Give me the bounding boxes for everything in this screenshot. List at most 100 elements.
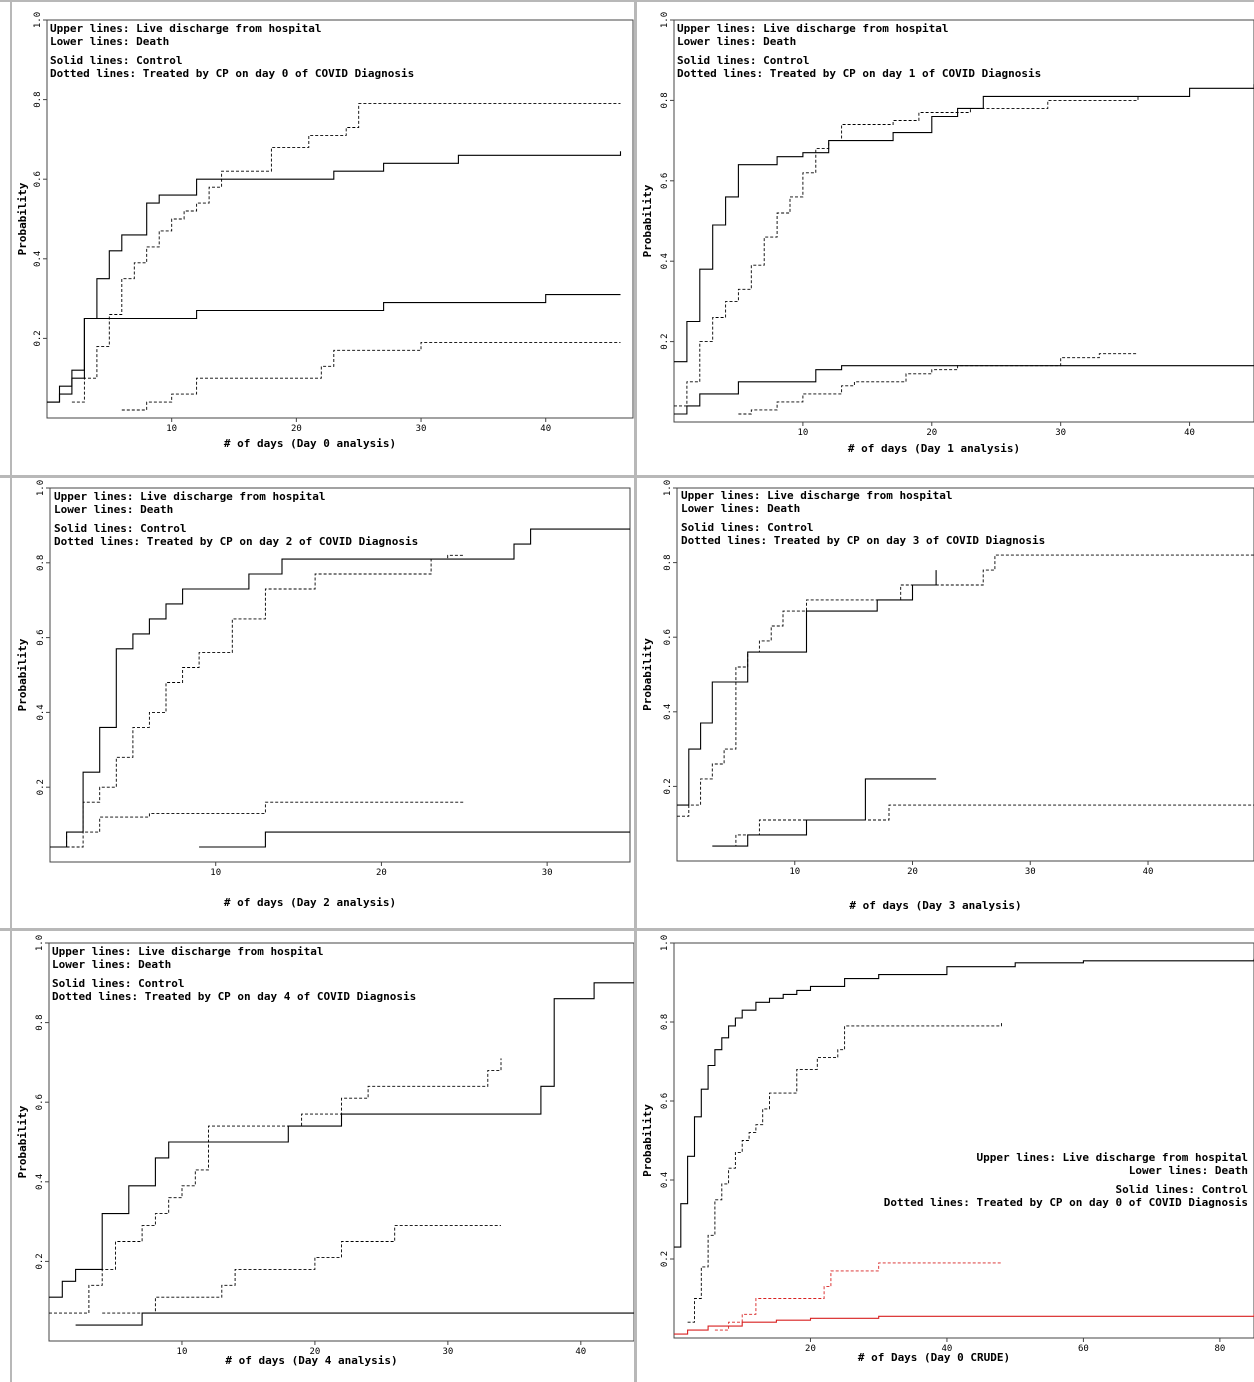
plot-frame [49,487,631,863]
series-line-0 [674,84,1254,363]
x-tick-label: 20 [805,1344,816,1354]
legend-line-1: Lower lines: Death [52,958,171,971]
y-axis-label: Probability [641,638,654,711]
y-tick-label: 0.4 [35,1174,45,1190]
x-tick-label: 20 [376,868,387,878]
series-line-3 [738,353,1138,415]
y-tick-label: 1.0 [36,480,46,496]
series-line-2 [674,1314,1254,1335]
chart-panel-day3: 0.2 0.4 0.6 0.8 1.0 10 20 30 40 # of days (Day 3 … [637,478,1254,928]
y-tick-label: 0.2 [660,333,670,349]
plot-frame [673,942,1254,1339]
y-tick-label: 0.2 [663,778,673,794]
y-tick-label: 0.2 [33,330,43,346]
x-tick-label: 80 [1214,1344,1225,1354]
y-tick-label: 0.8 [33,91,43,107]
legend-line-2: Solid lines: Control [52,977,184,990]
x-tick-label: 20 [907,867,918,877]
chart-panel-day1: 0.2 0.4 0.6 0.8 1.0 10 20 30 40 # of days (Day 1 … [637,2,1254,475]
divider-horizontal-2 [0,928,1254,931]
y-tick-label: 0.6 [35,1094,45,1110]
chart-svg-day0: 0.2 0.4 0.6 0.8 1.0 10 20 30 40 # of days (Day 0 … [16,12,634,450]
legend-line-0: Upper lines: Live discharge from hospita… [677,22,949,35]
chart-svg-day4: 0.2 0.4 0.6 0.8 1.0 10 20 30 40 # of days (Day 4 … [16,935,634,1367]
series-line-1 [49,1058,502,1314]
chart-panel-day2: 0.2 0.4 0.6 0.8 1.0 10 20 30 # of days (Day 2 an… [12,478,634,928]
y-tick-label: 0.6 [33,171,43,187]
series-line-1 [674,96,1139,407]
y-tick-label: 0.8 [660,1014,670,1030]
chart-panel-day4: 0.2 0.4 0.6 0.8 1.0 10 20 30 40 # of days (Day 4 … [12,931,634,1382]
legend-line-2: Solid lines: Control [681,521,813,534]
y-tick-label: 0.2 [660,1251,670,1267]
legend-line-1: Lower lines: Death [50,35,169,48]
plot-frame [673,19,1254,423]
x-tick-label: 60 [1078,1344,1089,1354]
chart-svg-day2: 0.2 0.4 0.6 0.8 1.0 10 20 30 # of days (Day 2 an… [16,480,631,909]
x-axis-label: # of days (Day 4 analysis) [225,1354,397,1367]
chart-svg-day3: 0.2 0.4 0.6 0.8 1.0 10 20 30 40 # of days (Day 3 … [641,480,1254,912]
legend-line-0: Upper lines: Live discharge from hospita… [976,1151,1248,1164]
y-tick-label: 0.4 [36,704,46,720]
legend-line-3: Dotted lines: Treated by CP on day 2 of … [54,535,418,548]
series-line-3 [50,801,465,848]
legend-line-1: Lower lines: Death [1129,1164,1248,1177]
series-line-1 [71,103,621,403]
y-axis-label: Probability [641,1104,654,1177]
x-tick-label: 20 [309,1347,320,1357]
legend-line-3: Dotted lines: Treated by CP on day 4 of … [52,990,416,1003]
x-tick-label: 20 [291,424,302,434]
series-line-1 [687,1022,1002,1323]
chart-panel-crude: 0.2 0.4 0.6 0.8 1.0 20 40 60 80 # of Days (Day 0 … [637,931,1254,1382]
divider-left [10,0,12,1382]
y-tick-label: 0.8 [663,554,673,570]
y-tick-label: 1.0 [663,480,673,496]
chart-panel-day0: 0.2 0.4 0.6 0.8 1.0 10 20 30 40 # of days (Day 0 … [12,2,634,475]
x-tick-label: 30 [1055,428,1066,438]
x-tick-label: 40 [575,1347,586,1357]
legend-line-1: Lower lines: Death [681,502,800,515]
y-tick-label: 0.6 [36,629,46,645]
series-line-2 [712,778,937,847]
series-line-3 [714,1262,1002,1331]
legend-line-2: Solid lines: Control [50,54,182,67]
y-tick-label: 0.2 [35,1253,45,1269]
y-tick-label: 0.6 [660,173,670,189]
y-axis-label: Probability [16,1105,29,1178]
legend-line-1: Lower lines: Death [677,35,796,48]
series-line-2 [199,831,630,848]
series-line-2 [75,1312,634,1326]
y-tick-label: 0.4 [663,704,673,720]
x-tick-label: 40 [1184,428,1195,438]
plot-frame [676,487,1254,862]
x-axis-label: # of Days (Day 0 CRUDE) [858,1351,1010,1364]
y-tick-label: 1.0 [660,935,670,951]
legend-line-3: Dotted lines: Treated by CP on day 0 of … [50,67,414,80]
legend-line-1: Lower lines: Death [54,503,173,516]
legend-line-0: Upper lines: Live discharge from hospita… [54,490,326,503]
x-tick-label: 30 [542,868,553,878]
y-tick-label: 0.6 [660,1093,670,1109]
y-tick-label: 0.8 [36,555,46,571]
x-axis-label: # of days (Day 0 analysis) [224,437,396,450]
series-line-1 [677,554,1254,817]
legend-line-3: Dotted lines: Treated by CP on day 3 of … [681,534,1045,547]
legend-line-2: Solid lines: Control [54,522,186,535]
y-tick-label: 1.0 [33,12,43,28]
legend-line-2: Solid lines: Control [1116,1183,1248,1196]
series-line-0 [50,528,630,848]
x-tick-label: 30 [416,424,427,434]
series-line-3 [724,804,1254,847]
y-tick-label: 0.4 [660,253,670,269]
x-tick-label: 10 [166,424,177,434]
series-line-2 [674,365,1254,415]
x-axis-label: # of days (Day 1 analysis) [848,442,1020,455]
divider-horizontal-1 [0,475,1254,478]
x-tick-label: 10 [210,868,221,878]
divider-vertical [634,0,637,1382]
legend-line-0: Upper lines: Live discharge from hospita… [681,489,953,502]
series-line-2 [47,294,621,403]
series-line-3 [102,1225,501,1314]
x-tick-label: 10 [797,428,808,438]
divider-top [0,0,1254,2]
